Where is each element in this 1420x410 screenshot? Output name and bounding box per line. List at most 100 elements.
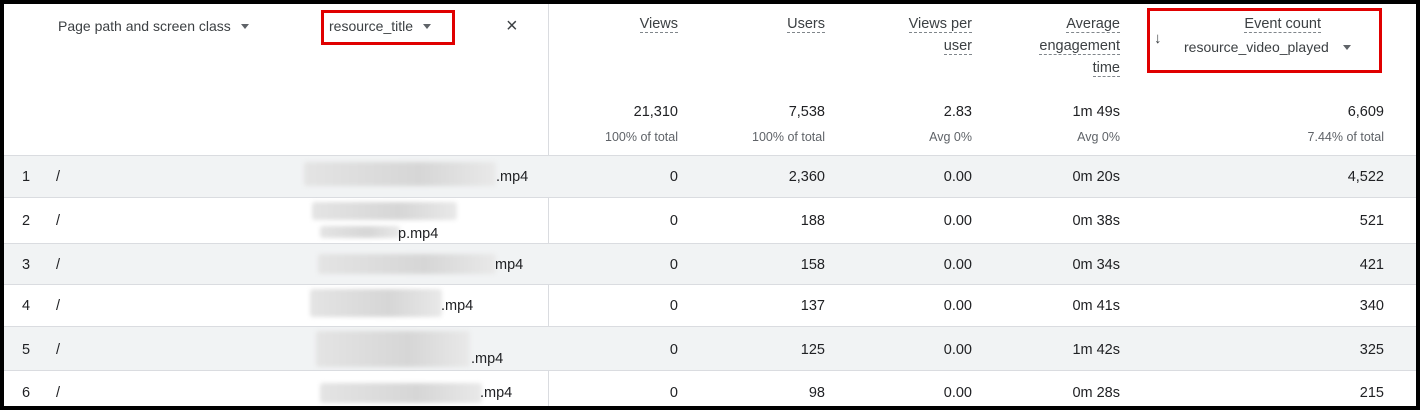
dimension-resource-title-label: resource_title: [329, 18, 414, 34]
page-path-cell: /: [56, 385, 61, 401]
page-path-cell: /: [56, 169, 61, 185]
table-row[interactable]: 5 / .mp4 0 125 0.00 1m 42s 325: [4, 327, 1416, 371]
avg-engagement-time-cell: 1m 42s: [1072, 342, 1120, 358]
views-cell: 0: [669, 298, 678, 314]
event-name-selector[interactable]: resource_video_played: [1184, 39, 1351, 55]
users-cell: 125: [800, 342, 825, 358]
highlight-box-event-count: [1147, 8, 1382, 73]
page-path-cell: /: [56, 257, 61, 273]
resource-title-cell: .mp4: [480, 385, 513, 401]
total-users-sub: 100% of total: [752, 130, 825, 144]
avg-engagement-time-cell: 0m 41s: [1072, 298, 1120, 314]
column-header-vpu-line2: user: [943, 38, 972, 55]
table-row[interactable]: 6 / .mp4 0 98 0.00 0m 28s 215: [4, 371, 1416, 406]
resource-title-cell: mp4: [495, 257, 524, 273]
column-header-views-label: Views: [639, 16, 678, 33]
row-index: 3: [22, 257, 31, 273]
views-cell: 0: [669, 342, 678, 358]
total-event-count-sub: 7.44% of total: [1307, 130, 1384, 144]
views-per-user-cell: 0.00: [943, 257, 972, 273]
dimension-page-path-selector[interactable]: Page path and screen class: [58, 18, 249, 34]
views-cell: 0: [669, 385, 678, 401]
table-row[interactable]: 4 / .mp4 0 137 0.00 0m 41s 340: [4, 285, 1416, 327]
dimension-resource-title-selector[interactable]: resource_title: [329, 18, 432, 34]
event-count-cell: 421: [1359, 257, 1384, 273]
table-row[interactable]: 3 / mp4 0 158 0.00 0m 34s 421: [4, 244, 1416, 285]
chevron-down-icon: [1342, 44, 1351, 50]
row-index: 4: [22, 298, 31, 314]
column-header-event-count[interactable]: Event count: [1180, 13, 1321, 35]
total-users: 7,538: [788, 104, 825, 120]
row-index: 5: [22, 342, 31, 358]
resource-title-cell: .mp4: [496, 169, 529, 185]
avg-engagement-time-cell: 0m 34s: [1072, 257, 1120, 273]
header-divider: [4, 155, 1416, 156]
users-cell: 158: [800, 257, 825, 273]
report-table: Page path and screen class resource_titl…: [4, 4, 1416, 406]
redacted-title: [316, 331, 470, 367]
redacted-title: [318, 254, 496, 274]
total-views-sub: 100% of total: [605, 130, 678, 144]
redacted-title: [310, 289, 442, 317]
column-header-aet-line1: Average: [1066, 16, 1120, 33]
total-avg-engagement-time-sub: Avg 0%: [1077, 130, 1120, 144]
total-event-count: 6,609: [1347, 104, 1384, 120]
column-header-aet-line3: time: [1092, 60, 1120, 77]
event-count-cell: 215: [1359, 385, 1384, 401]
column-header-vpu-line1: Views per: [908, 16, 972, 33]
event-count-cell: 521: [1359, 213, 1384, 229]
total-avg-engagement-time: 1m 49s: [1072, 104, 1120, 120]
row-index: 6: [22, 385, 31, 401]
avg-engagement-time-cell: 0m 20s: [1072, 169, 1120, 185]
page-path-cell: /: [56, 213, 61, 229]
users-cell: 2,360: [788, 169, 825, 185]
row-index: 2: [22, 213, 31, 229]
highlight-box-dimension: [321, 10, 455, 45]
page-path-cell: /: [56, 298, 61, 314]
avg-engagement-time-cell: 0m 28s: [1072, 385, 1120, 401]
row-index: 1: [22, 169, 31, 185]
views-cell: 0: [669, 257, 678, 273]
event-count-cell: 4,522: [1347, 169, 1384, 185]
chevron-down-icon: [423, 23, 432, 29]
column-divider: [548, 4, 549, 406]
column-header-users-label: Users: [787, 16, 825, 33]
column-header-views[interactable]: Views: [578, 13, 678, 35]
resource-title-cell: .mp4: [441, 298, 474, 314]
chevron-down-icon: [240, 23, 249, 29]
column-header-views-per-user[interactable]: Views per user: [872, 13, 972, 57]
sort-descending-icon[interactable]: ↓: [1154, 30, 1162, 47]
column-header-event-count-label: Event count: [1244, 16, 1321, 33]
total-views-per-user-sub: Avg 0%: [929, 130, 972, 144]
column-header-users[interactable]: Users: [725, 13, 825, 35]
users-cell: 137: [800, 298, 825, 314]
views-per-user-cell: 0.00: [943, 169, 972, 185]
column-header-avg-engagement-time[interactable]: Average engagement time: [1000, 13, 1120, 79]
resource-title-cell: .mp4: [471, 351, 504, 367]
dimension-page-path-label: Page path and screen class: [58, 18, 231, 34]
views-per-user-cell: 0.00: [943, 298, 972, 314]
redacted-title: [320, 383, 482, 403]
column-header-aet-line2: engagement: [1039, 38, 1120, 55]
page-path-cell: /: [56, 342, 61, 358]
resource-title-cell: p.mp4: [398, 226, 439, 242]
views-per-user-cell: 0.00: [943, 385, 972, 401]
table-row[interactable]: 2 / p.mp4 0 188 0.00 0m 38s 521: [4, 198, 1416, 244]
redacted-title: [312, 202, 457, 220]
close-icon[interactable]: ×: [506, 15, 518, 37]
views-cell: 0: [669, 169, 678, 185]
avg-engagement-time-cell: 0m 38s: [1072, 213, 1120, 229]
table-row[interactable]: 1 / .mp4 0 2,360 0.00 0m 20s 4,522: [4, 156, 1416, 198]
event-count-cell: 340: [1359, 298, 1384, 314]
views-per-user-cell: 0.00: [943, 342, 972, 358]
redacted-title: [320, 226, 400, 238]
views-per-user-cell: 0.00: [943, 213, 972, 229]
users-cell: 188: [800, 213, 825, 229]
total-views-per-user: 2.83: [943, 104, 972, 120]
event-name-label: resource_video_played: [1184, 39, 1329, 55]
views-cell: 0: [669, 213, 678, 229]
event-count-cell: 325: [1359, 342, 1384, 358]
users-cell: 98: [808, 385, 825, 401]
total-views: 21,310: [633, 104, 678, 120]
redacted-title: [304, 162, 496, 186]
